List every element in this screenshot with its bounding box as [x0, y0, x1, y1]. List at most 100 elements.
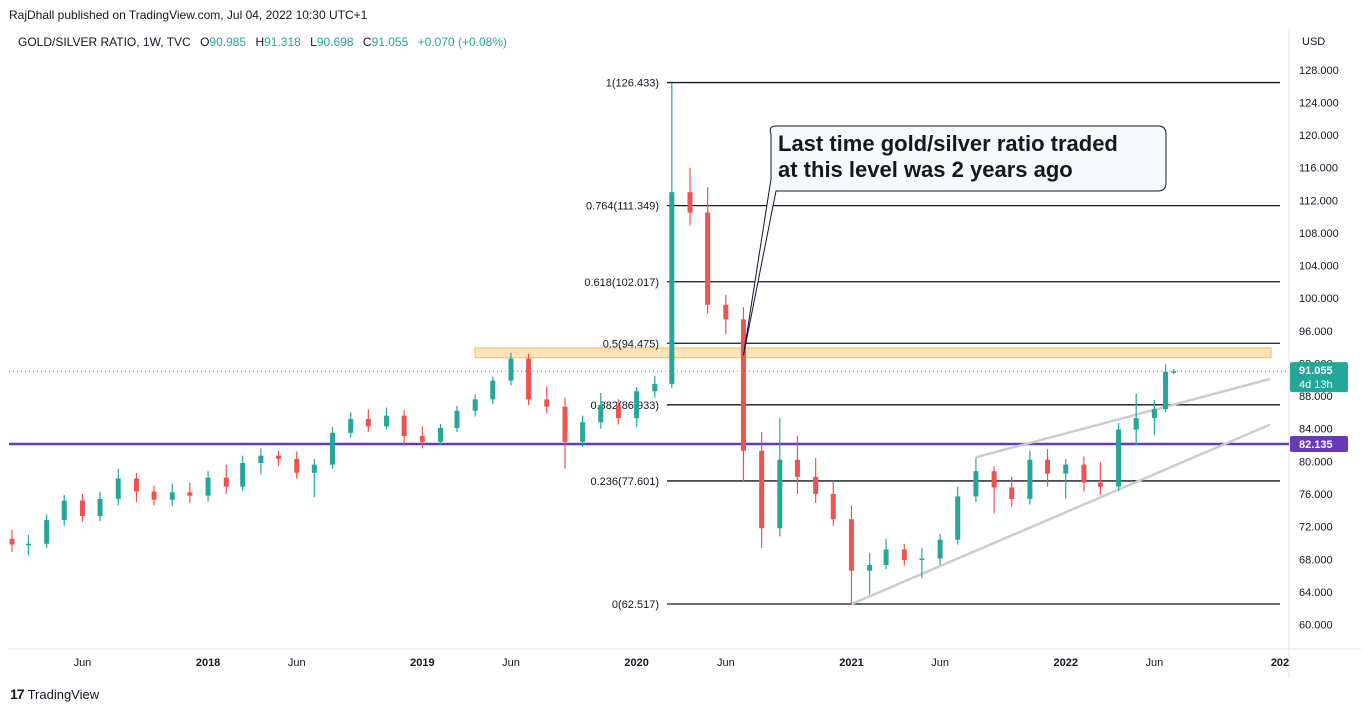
- low-value: 90.698: [316, 35, 354, 49]
- trendline: [975, 377, 1271, 459]
- candle-body: [867, 564, 873, 571]
- candle-body: [223, 477, 229, 487]
- time-tick-label: Jun: [931, 657, 949, 669]
- close-label: C: [362, 35, 372, 49]
- candle-body: [438, 427, 444, 442]
- candle-body: [687, 192, 693, 213]
- candle-body: [472, 399, 478, 411]
- time-tick-label: 2018: [196, 657, 220, 669]
- candle-body: [740, 319, 746, 451]
- annotation-callout[interactable]: [742, 125, 1167, 356]
- candle-body: [794, 459, 800, 477]
- candle-body: [205, 477, 211, 496]
- candle-body: [526, 358, 532, 400]
- candle-body: [276, 455, 282, 459]
- support-badge-value: 82.135: [1299, 439, 1333, 451]
- currency-label: USD: [1302, 36, 1325, 48]
- high-value: 91.318: [264, 35, 301, 49]
- time-tick-label: Jun: [717, 657, 735, 669]
- annotation-line-1: Last time gold/silver ratio traded: [778, 131, 1118, 156]
- candle-body: [615, 405, 621, 419]
- price-tick-label: 96.000: [1299, 326, 1333, 338]
- candle-body: [401, 415, 407, 437]
- candle-body: [652, 383, 658, 392]
- candle-body: [9, 538, 15, 545]
- fib-level-label: 0.5(94.475): [603, 338, 659, 350]
- last-price-badge-value: 91.055: [1299, 365, 1333, 377]
- fib-level-label: 0.618(102.017): [584, 277, 659, 289]
- price-tick-label: 108.000: [1299, 228, 1339, 240]
- tradingview-footer[interactable]: 17 TradingView: [10, 686, 99, 702]
- candle-body: [759, 450, 765, 529]
- time-tick-label: Jun: [502, 657, 520, 669]
- price-tick-label: 80.000: [1299, 456, 1333, 468]
- published-by-line: RajDhall published on TradingView.com, J…: [9, 8, 368, 22]
- candle-body: [723, 304, 729, 320]
- candle-body: [133, 478, 139, 492]
- time-tick-label: 202: [1271, 657, 1289, 669]
- price-tick-label: 112.000: [1299, 195, 1338, 207]
- candle-body: [919, 558, 925, 561]
- time-tick-label: 2019: [410, 657, 434, 669]
- candle-body: [169, 492, 175, 500]
- candle-body: [1163, 371, 1169, 410]
- time-tick-label: 2020: [624, 657, 648, 669]
- candle-body: [348, 418, 354, 433]
- price-tick-label: 60.000: [1299, 620, 1333, 632]
- candle-body: [79, 500, 85, 517]
- annotation-line-2: at this level was 2 years ago: [778, 157, 1073, 182]
- price-tick-label: 84.000: [1299, 424, 1333, 436]
- time-tick-label: Jun: [288, 657, 306, 669]
- low-label: L: [310, 35, 317, 49]
- candle-body: [365, 418, 371, 427]
- price-chart[interactable]: USD 1(126.433) 0.764(111.349) 0.618(102.01…: [9, 29, 1361, 678]
- symbol-legend: GOLD/SILVER RATIO, 1W, TVC O90.985 H91.3…: [18, 35, 507, 49]
- fib-level-label: 0.382(86.933): [591, 400, 660, 412]
- time-tick-label: 2021: [839, 657, 863, 669]
- change-value: +0.070 (+0.08%): [417, 35, 508, 49]
- tradingview-logo-icon: 17: [10, 686, 25, 702]
- candle-body: [901, 549, 907, 561]
- resistance-zone: [474, 347, 1272, 359]
- candle-body: [848, 519, 854, 571]
- price-tick-label: 128.000: [1299, 65, 1339, 77]
- bar-countdown: 4d 13h: [1299, 379, 1333, 391]
- symbol-name: GOLD/SILVER RATIO, 1W, TVC: [18, 35, 191, 49]
- candle-body: [634, 391, 640, 419]
- candle-body: [1009, 487, 1015, 499]
- price-tick-label: 88.000: [1299, 391, 1333, 403]
- candle-body: [419, 436, 425, 442]
- close-value: 91.055: [371, 35, 409, 49]
- price-tick-label: 100.000: [1299, 293, 1339, 305]
- price-tick-label: 116.000: [1299, 163, 1338, 175]
- time-tick-label: Jun: [1145, 657, 1163, 669]
- candle-body: [1116, 429, 1122, 487]
- candle-body: [25, 543, 31, 546]
- candle-body: [258, 455, 264, 463]
- candle-body: [187, 492, 193, 496]
- price-tick-label: 64.000: [1299, 587, 1333, 599]
- open-value: 90.985: [209, 35, 247, 49]
- fib-level-label: 0.236(77.601): [591, 476, 660, 488]
- trendline: [850, 423, 1271, 606]
- price-tick-label: 72.000: [1299, 522, 1333, 534]
- candle-body: [830, 494, 836, 520]
- candle-body: [955, 496, 961, 540]
- candle-body: [813, 476, 819, 494]
- fib-level-label: 0(62.517): [612, 599, 659, 611]
- candle-body: [1171, 371, 1177, 373]
- candle-body: [580, 422, 586, 442]
- time-tick-label: Jun: [74, 657, 92, 669]
- candle-body: [598, 405, 604, 423]
- candle-body: [508, 358, 514, 381]
- candle-body: [777, 459, 783, 529]
- candle-body: [883, 549, 889, 565]
- chart-frame[interactable]: USD 1(126.433) 0.764(111.349) 0.618(102.01…: [9, 29, 1361, 678]
- tradingview-brand: TradingView: [27, 686, 100, 702]
- candle-body: [311, 464, 317, 473]
- fib-level-label: 0.764(111.349): [586, 201, 659, 213]
- fib-level-label: 1(126.433): [606, 78, 659, 90]
- candle-body: [562, 406, 568, 442]
- candle-body: [973, 471, 979, 497]
- candle-body: [384, 415, 390, 427]
